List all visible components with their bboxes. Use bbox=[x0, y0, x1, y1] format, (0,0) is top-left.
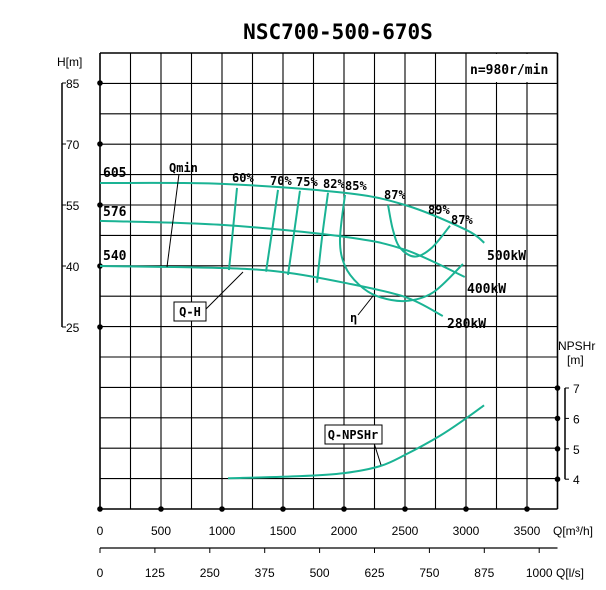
x-tick-label: 1500 bbox=[270, 524, 297, 538]
x2-axis-label: Q[l/s] bbox=[556, 566, 584, 580]
x-tick-dot bbox=[402, 506, 408, 512]
npsh-curve bbox=[227, 404, 485, 480]
x2-tick-label: 750 bbox=[419, 566, 439, 580]
x-tick-label: 0 bbox=[97, 524, 104, 538]
x-tick-label: 3000 bbox=[453, 524, 480, 538]
x-tick-label: 3500 bbox=[514, 524, 541, 538]
y2-tick-dot bbox=[554, 446, 561, 452]
qh-label: Q-H bbox=[179, 305, 201, 319]
y-tick-dot bbox=[97, 324, 103, 330]
x-tick-dot bbox=[158, 506, 164, 512]
efficiency-curve bbox=[287, 190, 301, 276]
x-tick-dot bbox=[463, 506, 469, 512]
y-axis-label: H[m] bbox=[57, 55, 82, 69]
x-tick-dot bbox=[97, 506, 103, 512]
efficiency-label: 70% bbox=[270, 174, 292, 188]
efficiency-label: 87% bbox=[384, 188, 406, 202]
head-curve bbox=[99, 265, 444, 317]
efficiency-label: 87% bbox=[451, 213, 473, 227]
y2-tick-label: 6 bbox=[573, 412, 580, 426]
x2-tick-label: 0 bbox=[97, 566, 104, 580]
x-tick-dot bbox=[280, 506, 286, 512]
x-tick-label: 1000 bbox=[209, 524, 236, 538]
x2-tick-label: 625 bbox=[364, 566, 384, 580]
eta-label: η bbox=[350, 311, 357, 325]
power-label: 400kW bbox=[467, 282, 506, 297]
x-tick-label: 2500 bbox=[392, 524, 419, 538]
head-curve bbox=[99, 181, 485, 244]
y-tick-label: 85 bbox=[66, 77, 80, 91]
qmin-label: Qmin bbox=[169, 161, 198, 175]
efficiency-label: 89% bbox=[428, 203, 450, 217]
efficiency-curve bbox=[265, 189, 279, 272]
chart-title: NSC700-500-670S bbox=[243, 20, 433, 44]
x2-tick-label: 125 bbox=[145, 566, 165, 580]
x-tick-label: 500 bbox=[151, 524, 171, 538]
x-tick-dot bbox=[219, 506, 225, 512]
y2-tick-dot bbox=[554, 385, 561, 391]
y2-tick-dot bbox=[554, 476, 561, 483]
npsh-label: Q-NPSHr bbox=[328, 428, 379, 442]
npsh-leader bbox=[373, 442, 382, 466]
efficiency-label: 82% bbox=[323, 177, 345, 191]
y-tick-label: 40 bbox=[66, 260, 80, 274]
x-tick-dot bbox=[341, 506, 347, 512]
efficiency-curve bbox=[227, 187, 239, 271]
y2-tick-label: 7 bbox=[573, 382, 580, 396]
npsh-label-box bbox=[324, 424, 383, 445]
efficiency-label: 75% bbox=[296, 175, 318, 189]
x2-tick-label: 875 bbox=[474, 566, 494, 580]
efficiency-label: 60% bbox=[232, 171, 254, 185]
x2-tick-label: 500 bbox=[310, 566, 330, 580]
y-tick-dot bbox=[97, 141, 103, 147]
power-label: 280kW bbox=[447, 317, 486, 332]
efficiency-curve bbox=[316, 192, 330, 283]
y2-tick-label: 5 bbox=[573, 443, 580, 457]
x-tick-dot bbox=[524, 506, 530, 512]
impeller-diameter-label: 605 bbox=[103, 166, 126, 181]
x-axis-label: Q[m³/h] bbox=[553, 524, 593, 538]
head-curve bbox=[99, 219, 466, 278]
y2-axis-unit: [m] bbox=[567, 353, 584, 367]
power-label: 500kW bbox=[487, 249, 526, 264]
x2-tick-label: 1000 bbox=[526, 566, 553, 580]
y2-axis-label: NPSHr bbox=[558, 339, 595, 353]
efficiency-curve bbox=[387, 204, 451, 258]
speed-box bbox=[467, 54, 557, 82]
efficiency-curve bbox=[338, 194, 464, 303]
x-tick-label: 2000 bbox=[331, 524, 358, 538]
y-tick-label: 70 bbox=[66, 138, 80, 152]
qmin-leader bbox=[166, 173, 180, 268]
y2-tick-dot bbox=[554, 415, 561, 422]
y-tick-dot bbox=[97, 80, 103, 86]
x2-tick-label: 375 bbox=[255, 566, 275, 580]
y-tick-dot bbox=[97, 202, 103, 208]
efficiency-label: 85% bbox=[345, 179, 367, 193]
impeller-diameter-label: 576 bbox=[103, 205, 127, 220]
y2-tick-label: 4 bbox=[573, 473, 580, 487]
x2-tick-label: 250 bbox=[200, 566, 220, 580]
y-tick-label: 25 bbox=[66, 321, 80, 335]
qh-leader bbox=[205, 271, 244, 310]
qh-label-box bbox=[173, 301, 207, 322]
speed-label: n=980r/min bbox=[470, 63, 548, 78]
y-tick-label: 55 bbox=[66, 199, 80, 213]
impeller-diameter-label: 540 bbox=[103, 249, 127, 264]
eta-leader bbox=[357, 295, 374, 316]
